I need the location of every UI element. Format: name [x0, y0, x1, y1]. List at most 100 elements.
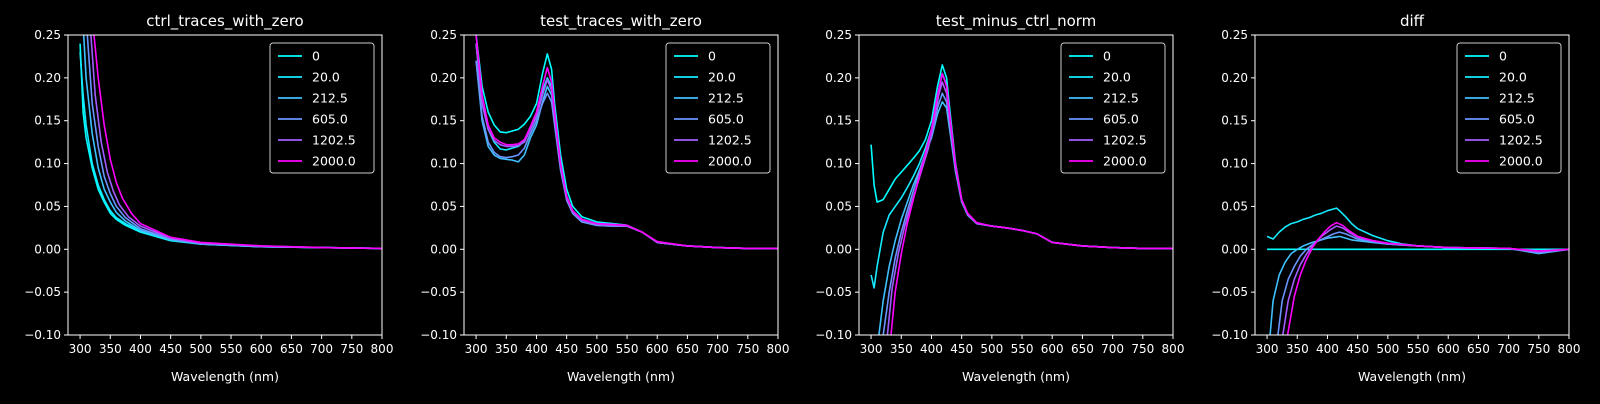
y-tick-label: 0.00: [430, 242, 457, 256]
x-tick-label: 450: [950, 342, 973, 356]
x-tick-label: 400: [129, 342, 152, 356]
y-tick-label: 0.25: [430, 28, 457, 42]
y-tick-label: −0.10: [24, 328, 61, 342]
y-tick-label: 0.25: [1221, 28, 1248, 42]
x-axis-label: Wavelength (nm): [962, 369, 1070, 384]
y-tick-label: 0.10: [825, 157, 852, 171]
axes-frame: [1254, 34, 1570, 336]
legend-label: 605.0: [1499, 112, 1535, 127]
x-tick-label: 700: [1497, 342, 1520, 356]
y-tick-label: 0.10: [1221, 157, 1248, 171]
x-tick-label: 350: [99, 342, 122, 356]
x-tick-label: 750: [1131, 342, 1154, 356]
x-tick-label: 450: [1346, 342, 1369, 356]
y-tick-label: 0.00: [825, 242, 852, 256]
legend-label: 0: [312, 49, 320, 64]
legend: 0 20.0 212.5 605.0 1202.5 2000.0: [269, 42, 375, 174]
legend-label: 605.0: [312, 112, 348, 127]
x-tick-label: 650: [280, 342, 303, 356]
y-tick-label: 0.15: [34, 114, 61, 128]
x-tick-label: 600: [1041, 342, 1064, 356]
subplot-1: ctrl_traces_with_zero 300 350 400 450 500 550 6…: [24, 12, 393, 384]
y-tick-label: 0.10: [34, 157, 61, 171]
x-axis-label: Wavelength (nm): [171, 369, 279, 384]
chart-title: test_traces_with_zero: [540, 12, 702, 31]
series-group: [79, 35, 382, 250]
x-tick-label: 450: [159, 342, 182, 356]
y-tick-label: 0.15: [825, 114, 852, 128]
x-tick-label: 700: [1101, 342, 1124, 356]
y-tick-label: 0.00: [34, 242, 61, 256]
series-group: [870, 64, 1173, 335]
y-tick-label: 0.05: [825, 199, 852, 213]
y-tick-label: 0.20: [1221, 71, 1248, 85]
x-tick-label: 600: [646, 342, 669, 356]
x-tick-label: 700: [310, 342, 333, 356]
x-tick-label: 550: [1011, 342, 1034, 356]
legend-label: 605.0: [1103, 112, 1139, 127]
legend-label: 2000.0: [708, 154, 752, 169]
y-tick-label: −0.05: [1211, 285, 1248, 299]
y-tick-label: 0.15: [1221, 114, 1248, 128]
legend-label: 0: [1499, 49, 1507, 64]
series-line-605-0: [1277, 231, 1569, 335]
x-tick-label: 700: [706, 342, 729, 356]
legend-label: 20.0: [312, 70, 340, 85]
x-tick-label: 500: [1376, 342, 1399, 356]
y-tick-label: −0.10: [420, 328, 457, 342]
series-line-2000-0: [890, 72, 1173, 335]
x-tick-label: 350: [890, 342, 913, 356]
x-axis-label: Wavelength (nm): [567, 369, 675, 384]
x-tick-label: 550: [220, 342, 243, 356]
y-tick-label: 0.05: [1221, 199, 1248, 213]
subplot-2: test_traces_with_zero 300 350 400 450 500 550 6…: [420, 12, 789, 384]
axes-frame: [67, 34, 383, 336]
x-tick-label: 500: [189, 342, 212, 356]
legend-label: 212.5: [708, 91, 744, 106]
y-tick-label: 0.20: [430, 71, 457, 85]
legend-label: 1202.5: [1103, 133, 1147, 148]
y-tick-label: 0.25: [34, 28, 61, 42]
y-tick-label: −0.05: [420, 285, 457, 299]
legend-label: 0: [1103, 49, 1111, 64]
x-tick-label: 550: [616, 342, 639, 356]
series-group: [1266, 207, 1569, 335]
legend: 0 20.0 212.5 605.0 1202.5 2000.0: [1456, 42, 1562, 174]
y-tick-label: −0.10: [1211, 328, 1248, 342]
legend-label: 212.5: [312, 91, 348, 106]
chart-title: ctrl_traces_with_zero: [146, 12, 303, 31]
legend-label: 2000.0: [1103, 154, 1147, 169]
x-tick-label: 300: [860, 342, 883, 356]
x-tick-label: 750: [340, 342, 363, 356]
x-tick-label: 600: [1437, 342, 1460, 356]
y-tick-label: 0.15: [430, 114, 457, 128]
series-line-1202-5: [1282, 225, 1569, 335]
legend-label: 212.5: [1103, 91, 1139, 106]
x-tick-label: 500: [980, 342, 1003, 356]
x-tick-label: 300: [69, 342, 92, 356]
legend: 0 20.0 212.5 605.0 1202.5 2000.0: [1060, 42, 1166, 174]
legend-label: 0: [708, 49, 716, 64]
y-tick-label: 0.00: [1221, 242, 1248, 256]
x-tick-label: 650: [676, 342, 699, 356]
legend-label: 212.5: [1499, 91, 1535, 106]
x-tick-label: 350: [495, 342, 518, 356]
y-tick-label: 0.05: [430, 199, 457, 213]
chart-title: test_minus_ctrl_norm: [936, 12, 1097, 31]
x-tick-label: 650: [1467, 342, 1490, 356]
x-tick-label: 800: [371, 342, 394, 356]
x-tick-label: 550: [1407, 342, 1430, 356]
y-tick-label: 0.10: [430, 157, 457, 171]
y-tick-label: −0.10: [815, 328, 852, 342]
legend-label: 1202.5: [1499, 133, 1543, 148]
x-tick-label: 600: [250, 342, 273, 356]
x-tick-label: 300: [1256, 342, 1279, 356]
legend-label: 1202.5: [312, 133, 356, 148]
subplot-4: diff 300 350 400 450 500 550 600 650 700 750 800 −0.…: [1211, 12, 1580, 384]
x-tick-label: 400: [1316, 342, 1339, 356]
chart-title: diff: [1400, 12, 1425, 30]
x-axis-label: Wavelength (nm): [1358, 369, 1466, 384]
legend-label: 2000.0: [312, 154, 356, 169]
y-tick-label: −0.05: [24, 285, 61, 299]
